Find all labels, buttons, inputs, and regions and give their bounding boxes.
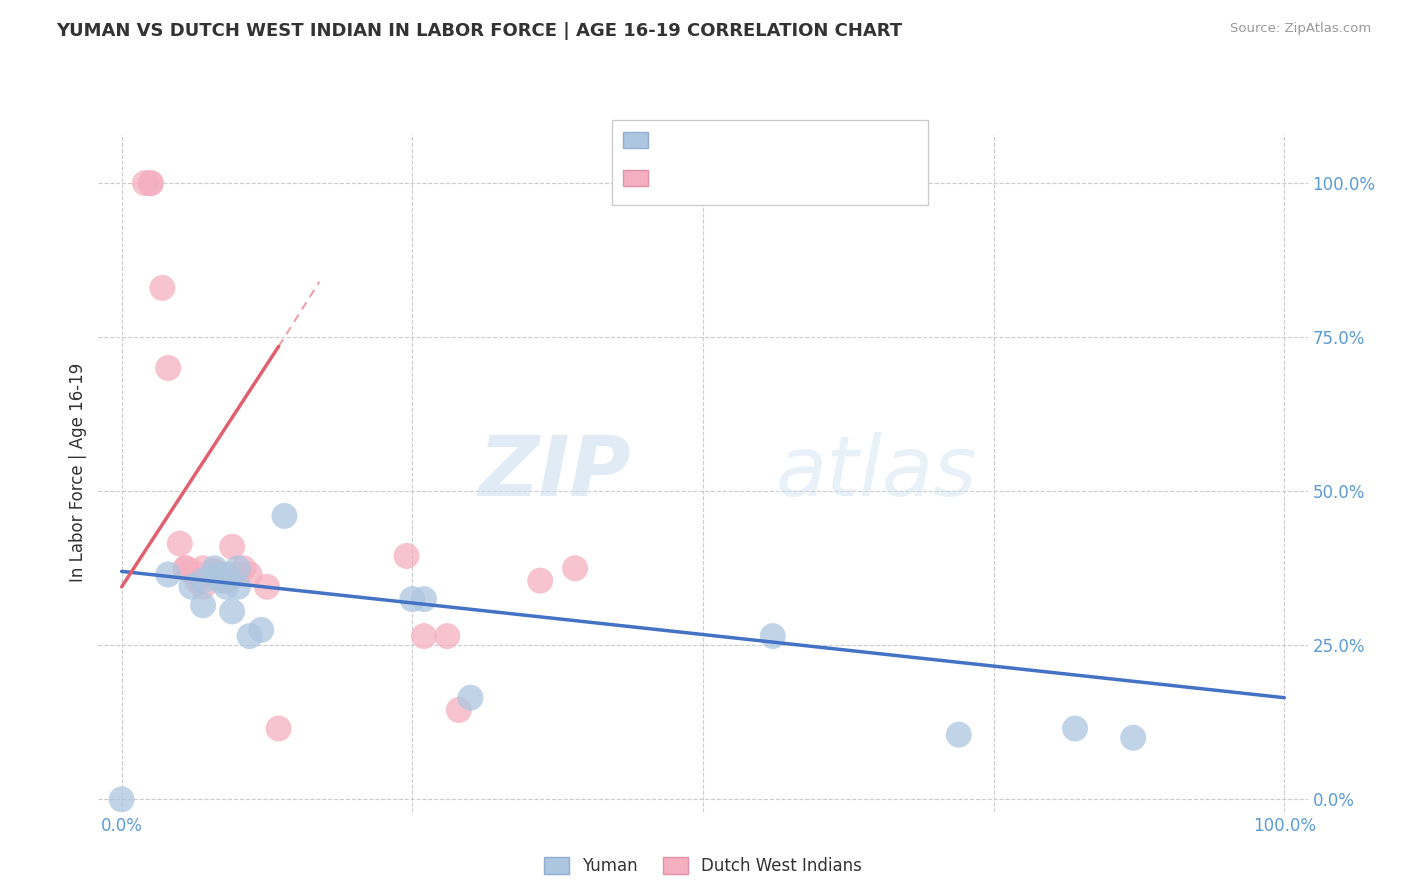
Point (239, 567, 262, 582)
Point (111, 792, 134, 806)
Point (215, 574, 238, 588)
Point (221, 540, 243, 554)
Point (204, 565, 226, 579)
Point (209, 570, 232, 584)
Point (191, 574, 214, 588)
Point (226, 561, 249, 575)
Point (191, 599, 214, 613)
Point (948, 728, 970, 742)
Text: YUMAN VS DUTCH WEST INDIAN IN LABOR FORCE | AGE 16-19 CORRELATION CHART: YUMAN VS DUTCH WEST INDIAN IN LABOR FORC… (56, 22, 903, 40)
Point (134, 176, 156, 190)
Point (413, 592, 436, 607)
Point (169, 536, 191, 550)
Point (226, 580, 249, 594)
Point (191, 580, 214, 594)
Point (180, 580, 202, 594)
Point (447, 703, 470, 717)
Point (460, 690, 482, 705)
Point (250, 623, 273, 637)
Point (174, 561, 197, 575)
Point (180, 565, 202, 579)
Point (209, 574, 232, 588)
Point (273, 508, 295, 523)
Point (232, 561, 254, 575)
Text: Source: ZipAtlas.com: Source: ZipAtlas.com (1230, 22, 1371, 36)
Text: atlas: atlas (776, 433, 977, 513)
Point (204, 565, 226, 579)
Point (1122, 731, 1144, 745)
Point (1064, 722, 1087, 736)
Point (139, 176, 162, 190)
Point (215, 574, 238, 588)
Point (413, 629, 436, 643)
Point (174, 561, 197, 575)
Point (226, 567, 249, 582)
Point (215, 580, 238, 594)
Point (191, 561, 214, 575)
Text: ZIP: ZIP (478, 433, 630, 513)
Point (267, 722, 290, 736)
Point (401, 592, 423, 607)
Point (139, 176, 162, 190)
Point (215, 567, 238, 582)
Point (436, 629, 458, 643)
Point (204, 561, 226, 575)
Point (395, 549, 418, 563)
Point (762, 629, 785, 643)
Point (564, 561, 586, 575)
Point (186, 574, 208, 588)
Text: R = -0.319    N = 20: R = -0.319 N = 20 (657, 131, 856, 149)
Legend: Yuman, Dutch West Indians: Yuman, Dutch West Indians (537, 850, 869, 881)
Point (150, 281, 173, 295)
Y-axis label: In Labor Force | Age 16-19: In Labor Force | Age 16-19 (69, 363, 87, 582)
Point (239, 629, 262, 643)
Text: R =  0.412    N = 29: R = 0.412 N = 29 (657, 169, 856, 187)
Point (204, 567, 226, 582)
Point (157, 361, 180, 376)
Point (529, 574, 551, 588)
Point (157, 567, 180, 582)
Point (221, 604, 243, 618)
Point (256, 580, 278, 594)
